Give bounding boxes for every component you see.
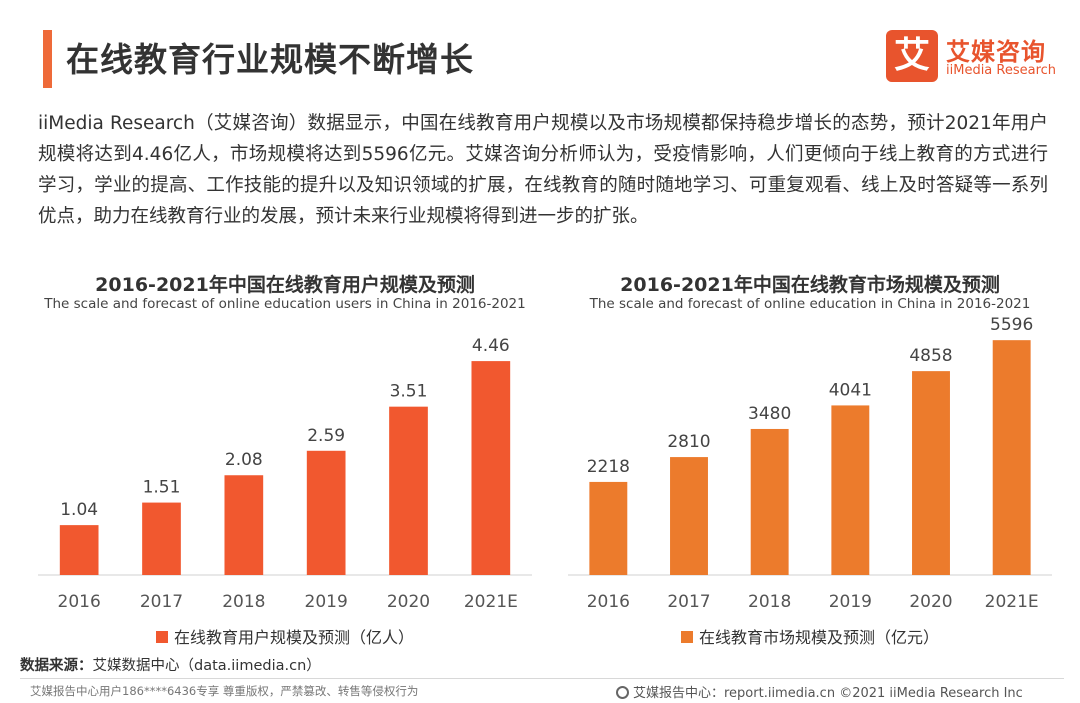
bar-2020: [389, 406, 428, 575]
data-label: 3.51: [390, 382, 428, 402]
x-tick-label: 2019: [829, 592, 872, 612]
users-chart: 2016-2021年中国在线教育用户规模及预测 The scale and fo…: [30, 268, 540, 648]
chart-title: 2016-2021年中国在线教育用户规模及预测: [95, 274, 475, 296]
chart-legend: 在线教育市场规模及预测（亿元）: [560, 624, 1060, 648]
bar-2017: [670, 457, 708, 575]
footer-report-text: 艾媒报告中心：report.iimedia.cn ©2021 iiMedia R…: [633, 686, 1023, 701]
chart-subtitle: The scale and forecast of online educati…: [44, 296, 526, 312]
report-center-icon: [616, 686, 629, 699]
data-label: 4.46: [472, 336, 510, 356]
legend-swatch: [680, 630, 693, 643]
bar-2019: [306, 450, 346, 575]
x-tick-label: 2020: [387, 592, 430, 612]
bar-2019: [831, 405, 870, 575]
bar-2016: [589, 481, 628, 575]
data-label: 2810: [667, 432, 710, 452]
bar-2021E: [992, 340, 1031, 575]
intro-paragraph: iiMedia Research（艾媒咨询）数据显示，中国在线教育用户规模以及市…: [38, 113, 1048, 227]
source-label: 数据来源：: [20, 658, 93, 674]
bar-2017: [142, 502, 181, 575]
legend-label: 在线教育用户规模及预测（亿人）: [173, 628, 414, 647]
market-bar-chart: 2218 2016 2810 2017 3480 2018 4041 2019 4858 2020…: [568, 315, 1052, 612]
footer-report-center: 艾媒报告中心：report.iimedia.cn ©2021 iiMedia R…: [616, 682, 1023, 701]
x-tick-label: 2021E: [464, 592, 518, 612]
data-label: 1.51: [143, 478, 181, 498]
title-accent-bar: [43, 30, 52, 88]
x-tick-label: 2016: [58, 592, 101, 612]
x-tick-label: 2017: [140, 592, 183, 612]
x-tick-label: 2021E: [985, 592, 1039, 612]
page-title: 在线教育行业规模不断增长: [66, 40, 474, 79]
logo-en: iiMedia Research: [946, 63, 1057, 78]
x-tick-label: 2018: [748, 592, 791, 612]
legend-label: 在线教育市场规模及预测（亿元）: [698, 628, 939, 647]
source-text: 艾媒数据中心（data.iimedia.cn）: [92, 658, 321, 674]
chart-title: 2016-2021年中国在线教育市场规模及预测: [620, 274, 1000, 296]
data-label: 5596: [990, 315, 1033, 335]
x-tick-label: 2017: [667, 592, 710, 612]
legend-swatch: [155, 630, 168, 643]
logo-mark: 艾: [886, 30, 938, 82]
chart-legend: 在线教育用户规模及预测（亿人）: [30, 624, 540, 648]
data-source: 数据来源：艾媒数据中心（data.iimedia.cn）: [20, 654, 321, 675]
bar-2018: [750, 428, 789, 575]
data-label: 3480: [748, 404, 791, 424]
bar-2016: [59, 525, 99, 575]
logo-cn: 艾媒咨询: [946, 38, 1046, 66]
users-bar-chart: 1.04 2016 1.51 2017 2.08 2018 2.59 2019 3.51 2020…: [38, 336, 532, 612]
x-tick-label: 2019: [305, 592, 348, 612]
x-tick-label: 2018: [222, 592, 265, 612]
data-label: 2.08: [225, 450, 263, 470]
iimedia-logo: 艾 艾媒咨询 iiMedia Research: [886, 30, 1060, 82]
bar-2018: [224, 475, 264, 575]
market-chart: 2016-2021年中国在线教育市场规模及预测 The scale and fo…: [560, 268, 1060, 648]
footer-copyright-notice: 艾媒报告中心用户186****6436专享 尊重版权，严禁篡改、转售等侵权行为: [30, 684, 419, 698]
data-label: 2218: [587, 457, 630, 477]
chart-subtitle: The scale and forecast of online educati…: [589, 296, 1031, 312]
data-label: 1.04: [60, 500, 98, 520]
bar-2021E: [471, 361, 511, 575]
data-label: 2.59: [307, 426, 345, 446]
x-tick-label: 2016: [587, 592, 630, 612]
x-tick-label: 2020: [909, 592, 952, 612]
data-label: 4041: [829, 380, 872, 400]
data-label: 4858: [909, 346, 952, 366]
footer-divider: [20, 678, 1064, 679]
bar-2020: [912, 371, 950, 575]
